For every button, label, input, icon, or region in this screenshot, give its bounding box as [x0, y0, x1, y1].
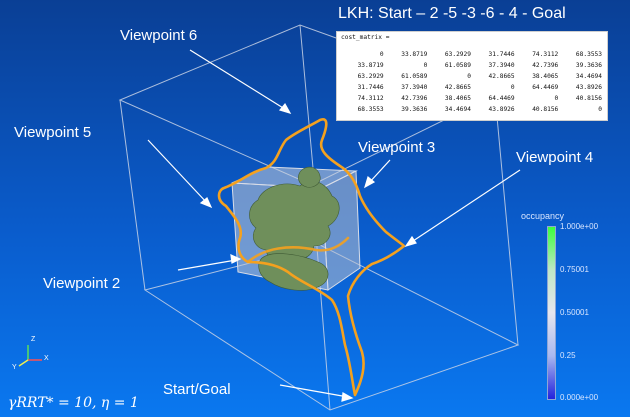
arrow-vp2: [177, 259, 237, 271]
matrix-cell: 0: [379, 51, 384, 58]
rrt-path: [217, 118, 406, 397]
path-branch: [246, 236, 350, 264]
arrow-vp4: [409, 169, 521, 244]
axis-x-label: X: [44, 355, 49, 362]
matrix-cell: 42.8665: [444, 84, 471, 91]
occupancy-voxels: [249, 166, 340, 291]
table-row: 0 33.8719 63.2929 31.7446 74.3112 68.3553: [341, 49, 603, 60]
matrix-cell: 0: [598, 106, 602, 113]
matrix-cell: 39.3636: [401, 106, 428, 113]
matrix-cell: 61.0589: [401, 73, 428, 80]
arrowhead-icon: [278, 102, 292, 114]
table-row: 63.2929 61.0589 0 42.8665 38.4065 34.4694: [341, 71, 603, 82]
matrix-cell: 74.3112: [357, 95, 384, 102]
matrix-cell: 34.4694: [444, 106, 471, 113]
matrix-cell: 37.3940: [488, 62, 515, 69]
box-edge: [119, 99, 146, 291]
matrix-cell: 33.8719: [401, 51, 428, 58]
matrix-cell: 64.4469: [488, 95, 515, 102]
axis-z-label: Z: [31, 336, 36, 343]
parameter-formula: γRRT* = 10, η = 1: [8, 395, 139, 411]
table-row: 31.7446 37.3940 42.8665 0 64.4469 43.8926: [341, 82, 603, 93]
arrowhead-icon: [404, 235, 417, 248]
cost-matrix-header: cost_matrix =: [341, 34, 390, 41]
viewpoint-5-label: Viewpoint 5: [14, 124, 92, 141]
matrix-cell: 37.3940: [401, 84, 428, 91]
viewpoint-3-label: Viewpoint 3: [358, 139, 436, 156]
viewpoint-4-label: Viewpoint 4: [516, 149, 594, 166]
matrix-cell: 31.7446: [488, 51, 515, 58]
colorbar-title: occupancy: [521, 211, 565, 221]
matrix-cell: 39.3636: [575, 62, 602, 69]
colorbar-tick: 0.75001: [560, 265, 589, 274]
table-row: 33.8719 0 61.0589 37.3940 42.7396 39.3636: [341, 60, 603, 71]
matrix-cell: 43.8926: [488, 106, 515, 113]
start-goal-label: Start/Goal: [163, 381, 231, 398]
matrix-cell: 31.7446: [357, 84, 384, 91]
matrix-cell: 42.7396: [532, 62, 559, 69]
table-row: 68.3553 39.3636 34.4694 43.8926 40.8156 0: [341, 104, 603, 115]
axis-y-label: Y: [12, 364, 17, 371]
box-edge: [494, 94, 519, 346]
matrix-cell: 34.4694: [575, 73, 602, 80]
cost-matrix-table: 0 33.8719 63.2929 31.7446 74.3112 68.3553 33.…: [341, 49, 603, 115]
path-loop: [217, 118, 406, 397]
colorbar: [547, 226, 556, 400]
lkh-title: LKH: Start – 2 -5 -3 -6 - 4 - Goal: [338, 5, 566, 22]
matrix-cell: 68.3553: [357, 106, 384, 113]
matrix-cell: 64.4469: [532, 84, 559, 91]
viewpoint-6-label: Viewpoint 6: [120, 27, 198, 44]
arrowhead-icon: [364, 175, 376, 189]
matrix-cell: 43.8926: [575, 84, 602, 91]
matrix-cell: 61.0589: [444, 62, 471, 69]
arrow-vp5: [147, 139, 209, 205]
colorbar-tick: 0.25: [560, 351, 576, 360]
matrix-cell: 0: [510, 84, 515, 91]
matrix-cell: 42.8665: [488, 73, 515, 80]
arrow-vp6: [189, 49, 289, 112]
axes-triad: [18, 345, 42, 367]
matrix-cell: 40.8156: [575, 95, 602, 102]
matrix-cell: 0: [423, 62, 428, 69]
matrix-cell: 0: [554, 95, 559, 102]
arrowhead-icon: [230, 254, 242, 264]
matrix-cell: 63.2929: [444, 51, 471, 58]
matrix-cell: 33.8719: [357, 62, 384, 69]
table-row: 74.3112 42.7396 38.4065 64.4469 0 40.8156: [341, 93, 603, 104]
colorbar-tick: 0.000e+00: [560, 393, 599, 402]
matrix-cell: 38.4065: [532, 73, 559, 80]
matrix-cell: 40.8156: [532, 106, 559, 113]
matrix-cell: 74.3112: [532, 51, 559, 58]
cost-matrix-panel: cost_matrix = 0 33.8719 63.2929 31.7446 74.3…: [336, 31, 608, 121]
viewpoint-2-label: Viewpoint 2: [43, 275, 121, 292]
matrix-cell: 42.7396: [401, 95, 428, 102]
arrowhead-icon: [199, 197, 213, 209]
colorbar-tick: 1.000e+00: [560, 222, 599, 231]
colorbar-tick: 0.50001: [560, 308, 589, 317]
matrix-cell: 0: [467, 73, 471, 80]
arrow-start-goal: [279, 384, 349, 398]
matrix-cell: 63.2929: [357, 73, 384, 80]
arrowhead-icon: [341, 392, 354, 402]
annotation-arrows: [147, 49, 521, 402]
matrix-cell: 68.3553: [575, 51, 602, 58]
matrix-cell: 38.4065: [444, 95, 471, 102]
